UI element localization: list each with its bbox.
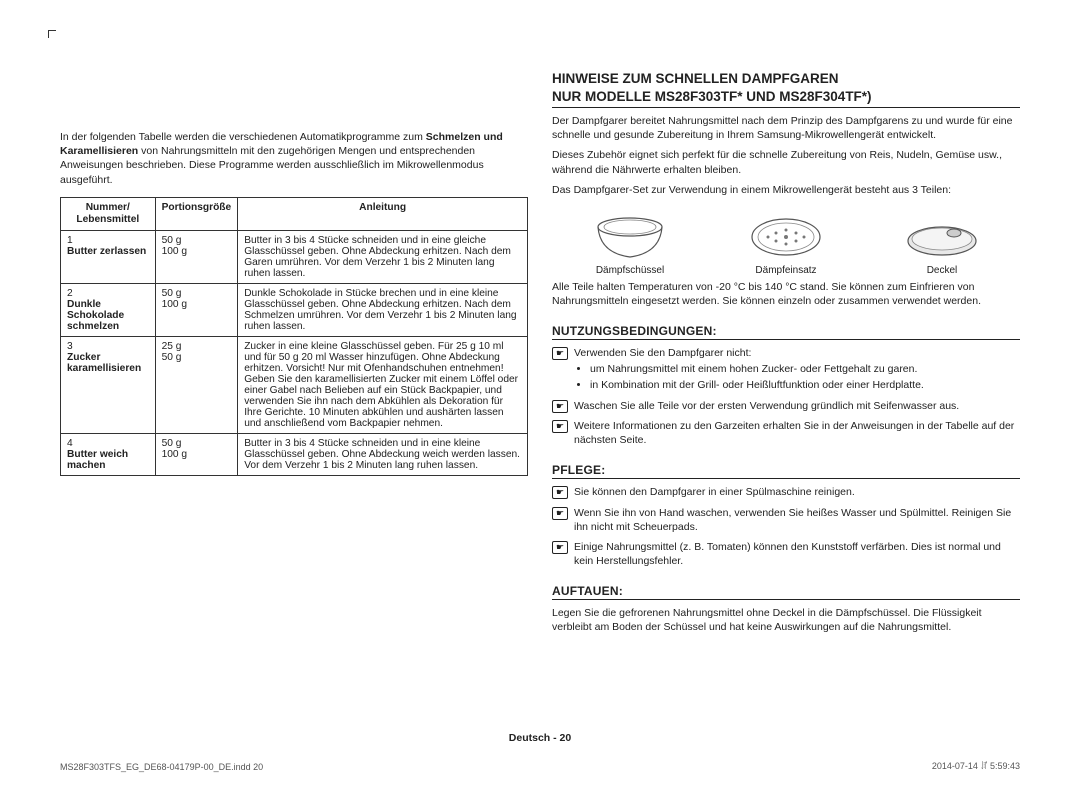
lid-icon [902, 213, 982, 261]
list-item: in Kombination mit der Grill- oder Heißl… [590, 378, 924, 392]
intro-paragraph: In der folgenden Tabelle werden die vers… [60, 130, 528, 187]
table-row: 2Dunkle Schokolade schmelzen50 g100 gDun… [61, 284, 528, 337]
right-p1: Der Dampfgarer bereitet Nahrungsmittel n… [552, 114, 1020, 142]
footer-right: 2014-07-14 ꄨ 5:59:43 [932, 760, 1020, 772]
footer-center: Deutsch - 20 [0, 732, 1080, 744]
pointer-icon [552, 507, 568, 520]
part-insert: Dämpfeinsatz [746, 213, 826, 276]
cell-instruction: Zucker in eine kleine Glasschüssel geben… [238, 337, 528, 434]
note-item: Verwenden Sie den Dampfgarer nicht:um Na… [552, 346, 1020, 393]
heading-line2: NUR MODELLE MS28F303TF* UND MS28F304TF*) [552, 89, 872, 104]
note-item: Waschen Sie alle Teile vor der ersten Ve… [552, 399, 1020, 413]
list-item: um Nahrungsmittel mit einem hohen Zucker… [590, 362, 924, 376]
subheading-care: PFLEGE: [552, 463, 1020, 479]
right-p4: Alle Teile halten Temperaturen von -20 °… [552, 280, 1020, 308]
bowl-icon [590, 213, 670, 261]
note-text: Waschen Sie alle Teile vor der ersten Ve… [574, 399, 959, 413]
table-row: 4Butter weich machen50 g100 gButter in 3… [61, 434, 528, 476]
subheading-usage: NUTZUNGSBEDINGUNGEN: [552, 324, 1020, 340]
footer-lang: Deutsch - [509, 732, 560, 744]
cell-portion: 50 g100 g [155, 231, 238, 284]
pointer-icon [552, 541, 568, 554]
th2: Anleitung [359, 202, 406, 213]
table-row: 1Butter zerlassen50 g100 gButter in 3 bi… [61, 231, 528, 284]
cell-instruction: Dunkle Schokolade in Stücke brechen und … [238, 284, 528, 337]
col-header-food: Nummer/Lebensmittel [61, 197, 156, 230]
intro-pre: In der folgenden Tabelle werden die vers… [60, 131, 426, 143]
subheading-defrost: AUFTAUEN: [552, 584, 1020, 600]
note-text: Verwenden Sie den Dampfgarer nicht:um Na… [574, 346, 924, 393]
page-content: In der folgenden Tabelle werden die vers… [60, 40, 1020, 720]
note-text: Einige Nahrungsmittel (z. B. Tomaten) kö… [574, 540, 1020, 568]
table-row: 3Zucker karamellisieren25 g50 gZucker in… [61, 337, 528, 434]
cell-instruction: Butter in 3 bis 4 Stücke schneiden und i… [238, 434, 528, 476]
note-item: Weitere Informationen zu den Garzeiten e… [552, 419, 1020, 447]
insert-icon [746, 213, 826, 261]
cell-portion: 25 g50 g [155, 337, 238, 434]
footer-page: 20 [560, 732, 572, 744]
parts-row: Dämpfschüssel Dämpfeinsatz [552, 213, 1020, 276]
cell-instruction: Butter in 3 bis 4 Stücke schneiden und i… [238, 231, 528, 284]
part-lid-label: Deckel [927, 265, 958, 276]
defrost-text: Legen Sie die gefrorenen Nahrungsmittel … [552, 606, 1020, 634]
heading-line1: HINWEISE ZUM SCHNELLEN DAMPFGAREN [552, 71, 839, 86]
part-insert-label: Dämpfeinsatz [755, 265, 816, 276]
note-item: Wenn Sie ihn von Hand waschen, verwenden… [552, 506, 1020, 534]
right-p2: Dieses Zubehör eignet sich perfekt für d… [552, 148, 1020, 176]
pointer-icon [552, 347, 568, 360]
note-text: Weitere Informationen zu den Garzeiten e… [574, 419, 1020, 447]
note-bullets: um Nahrungsmittel mit einem hohen Zucker… [590, 362, 924, 391]
part-bowl: Dämpfschüssel [590, 213, 670, 276]
note-text: Sie können den Dampfgarer in einer Spülm… [574, 485, 855, 499]
part-bowl-label: Dämpfschüssel [596, 265, 664, 276]
col-header-portion: Portionsgröße [155, 197, 238, 230]
main-heading: HINWEISE ZUM SCHNELLEN DAMPFGAREN NUR MO… [552, 70, 1020, 108]
note-item: Sie können den Dampfgarer in einer Spülm… [552, 485, 1020, 499]
pointer-icon [552, 420, 568, 433]
cell-food: 2Dunkle Schokolade schmelzen [61, 284, 156, 337]
note-text: Wenn Sie ihn von Hand waschen, verwenden… [574, 506, 1020, 534]
pointer-icon [552, 486, 568, 499]
cell-food: 1Butter zerlassen [61, 231, 156, 284]
right-column: HINWEISE ZUM SCHNELLEN DAMPFGAREN NUR MO… [552, 40, 1020, 720]
cell-food: 4Butter weich machen [61, 434, 156, 476]
crop-mark [48, 30, 60, 42]
th0: Nummer/Lebensmittel [76, 202, 139, 225]
program-table: Nummer/Lebensmittel Portionsgröße Anleit… [60, 197, 528, 476]
cell-food: 3Zucker karamellisieren [61, 337, 156, 434]
part-lid: Deckel [902, 213, 982, 276]
col-header-instr: Anleitung [238, 197, 528, 230]
pointer-icon [552, 400, 568, 413]
cell-portion: 50 g100 g [155, 284, 238, 337]
footer-left: MS28F303TFS_EG_DE68-04179P-00_DE.indd 20 [60, 762, 263, 772]
left-column: In der folgenden Tabelle werden die vers… [60, 40, 528, 720]
th1: Portionsgröße [162, 202, 232, 213]
cell-portion: 50 g100 g [155, 434, 238, 476]
right-p3: Das Dampfgarer-Set zur Verwendung in ein… [552, 183, 1020, 197]
note-item: Einige Nahrungsmittel (z. B. Tomaten) kö… [552, 540, 1020, 568]
